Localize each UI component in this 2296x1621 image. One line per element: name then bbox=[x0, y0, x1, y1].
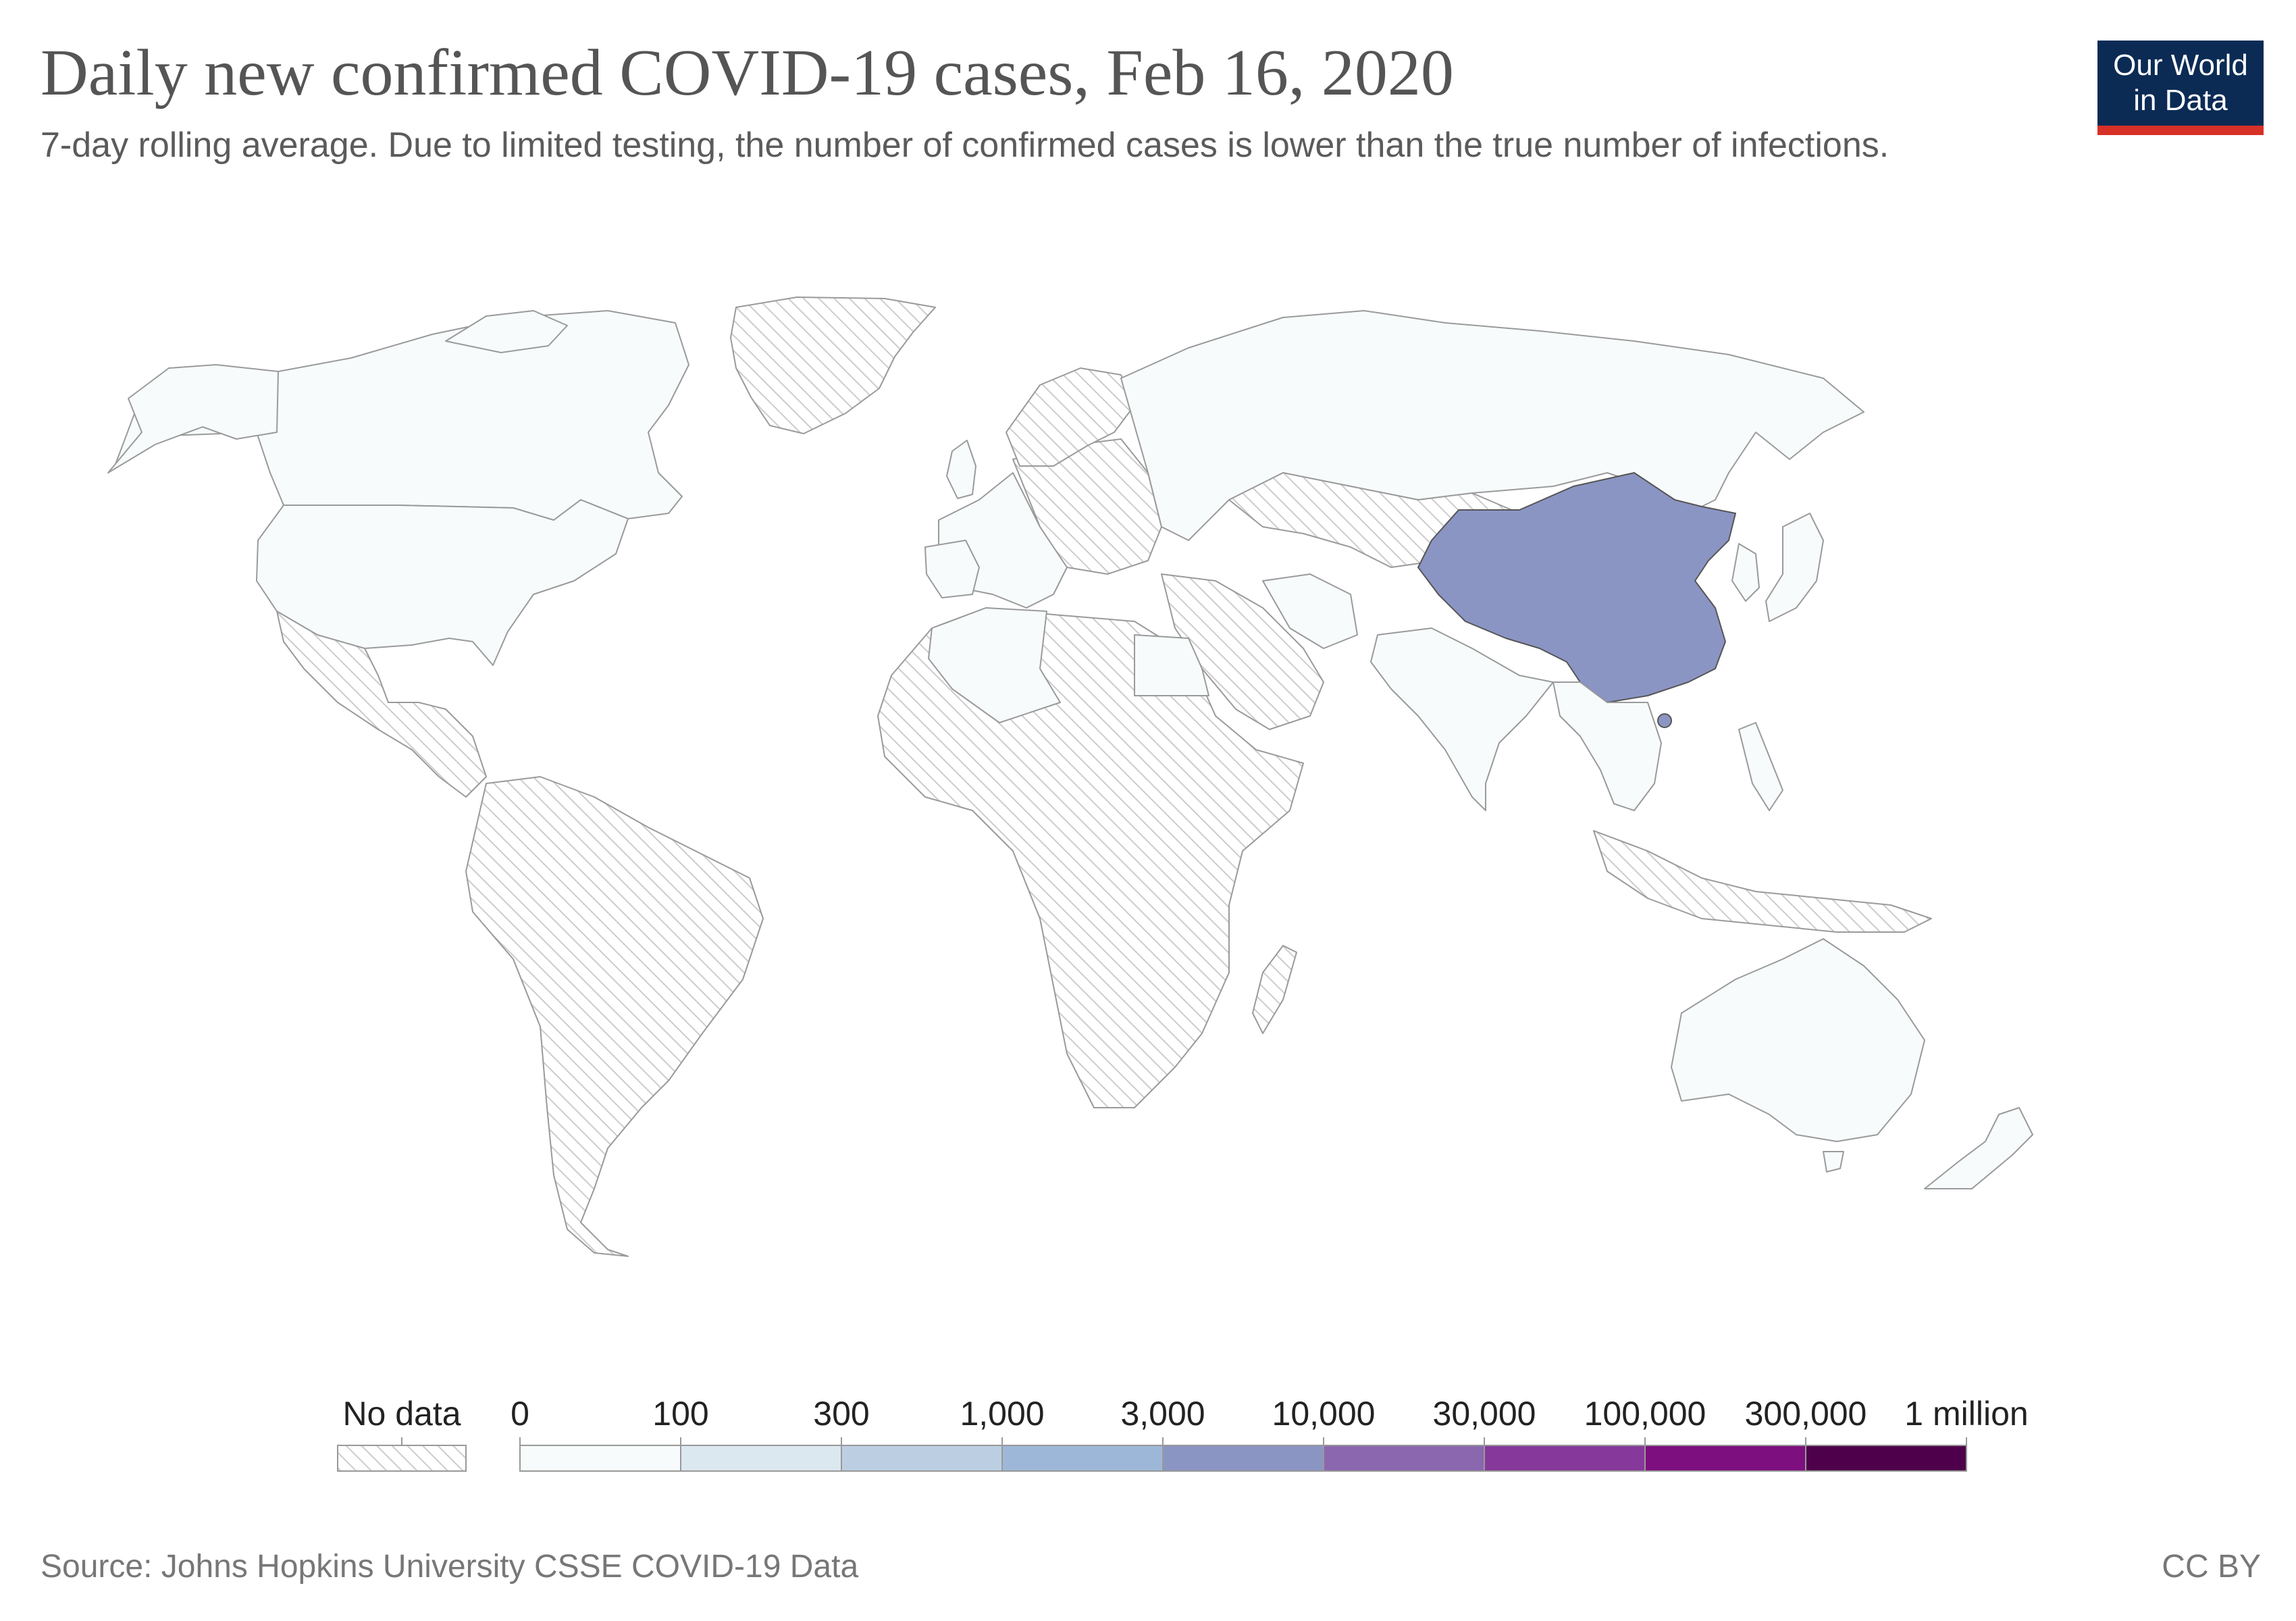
region-indonesia[interactable] bbox=[1593, 830, 1932, 933]
legend-ticks: 0 100 300 1,000 3,000 10,000 30,000 100,000 300,… bbox=[511, 1395, 2029, 1445]
region-egypt[interactable] bbox=[1134, 634, 1209, 696]
region-hainan[interactable] bbox=[1657, 713, 1672, 728]
legend-tick-label: 300 bbox=[813, 1395, 869, 1433]
legend-tick-label: 100 bbox=[652, 1395, 708, 1433]
legend-bins bbox=[519, 1445, 1967, 1472]
region-tasmania[interactable] bbox=[1823, 1151, 1844, 1173]
legend-tick-label: 300,000 bbox=[1745, 1395, 1867, 1433]
region-australia[interactable] bbox=[1671, 938, 1925, 1142]
legend-bin bbox=[1644, 1445, 1806, 1472]
legend-bin bbox=[1805, 1445, 1967, 1472]
region-japan[interactable] bbox=[1765, 513, 1824, 622]
legend-bin bbox=[1323, 1445, 1485, 1472]
license-link[interactable]: CC BY bbox=[2162, 1549, 2261, 1585]
logo-line-2: in Data bbox=[2133, 84, 2228, 117]
chart-title: Daily new confirmed COVID-19 cases, Feb … bbox=[41, 36, 1454, 109]
region-korea[interactable] bbox=[1731, 543, 1760, 602]
region-india[interactable] bbox=[1370, 627, 1554, 811]
chart-subtitle: 7-day rolling average. Due to limited te… bbox=[41, 126, 1889, 165]
legend-tick-label: 30,000 bbox=[1433, 1395, 1536, 1433]
legend-no-data-label: No data bbox=[342, 1395, 461, 1433]
region-new-zealand[interactable] bbox=[1924, 1107, 2033, 1189]
legend-bin bbox=[519, 1445, 681, 1472]
region-philippines[interactable] bbox=[1738, 722, 1783, 811]
legend-tick-label: 10,000 bbox=[1272, 1395, 1376, 1433]
legend-tick-label: 1 million bbox=[1904, 1395, 2028, 1433]
region-algeria[interactable] bbox=[928, 607, 1061, 723]
region-canada-islands[interactable] bbox=[445, 310, 568, 353]
region-south-america[interactable] bbox=[465, 776, 764, 1257]
logo-line-1: Our World bbox=[2113, 49, 2248, 82]
legend-bin bbox=[1162, 1445, 1324, 1472]
owid-logo[interactable]: Our World in Data bbox=[2097, 41, 2264, 135]
region-mexico-central-america[interactable] bbox=[276, 611, 487, 798]
legend-no-data-swatch bbox=[337, 1445, 467, 1472]
legend-tick-label: 0 bbox=[511, 1395, 529, 1433]
color-legend: No data 0 100 300 1,000 3,000 10,000 30,000 100… bbox=[337, 1395, 2029, 1472]
legend-bin bbox=[680, 1445, 842, 1472]
source-note[interactable]: Source: Johns Hopkins University CSSE CO… bbox=[41, 1549, 859, 1585]
legend-tick-label: 3,000 bbox=[1120, 1395, 1205, 1433]
region-scandinavia[interactable] bbox=[1006, 367, 1135, 467]
region-uk[interactable] bbox=[946, 440, 976, 499]
region-madagascar[interactable] bbox=[1252, 945, 1297, 1034]
region-alaska[interactable] bbox=[107, 364, 279, 473]
region-iran[interactable] bbox=[1262, 573, 1358, 649]
legend-tick-label: 1,000 bbox=[960, 1395, 1044, 1433]
legend-bin bbox=[1484, 1445, 1646, 1472]
region-china[interactable] bbox=[1417, 472, 1736, 703]
region-iberia[interactable] bbox=[924, 540, 980, 598]
region-africa[interactable] bbox=[877, 607, 1304, 1108]
region-southeast-asia[interactable] bbox=[1553, 681, 1662, 811]
legend-bin bbox=[1001, 1445, 1164, 1472]
legend-tick-label: 100,000 bbox=[1584, 1395, 1706, 1433]
legend-bin bbox=[841, 1445, 1003, 1472]
region-greenland[interactable] bbox=[730, 297, 936, 434]
